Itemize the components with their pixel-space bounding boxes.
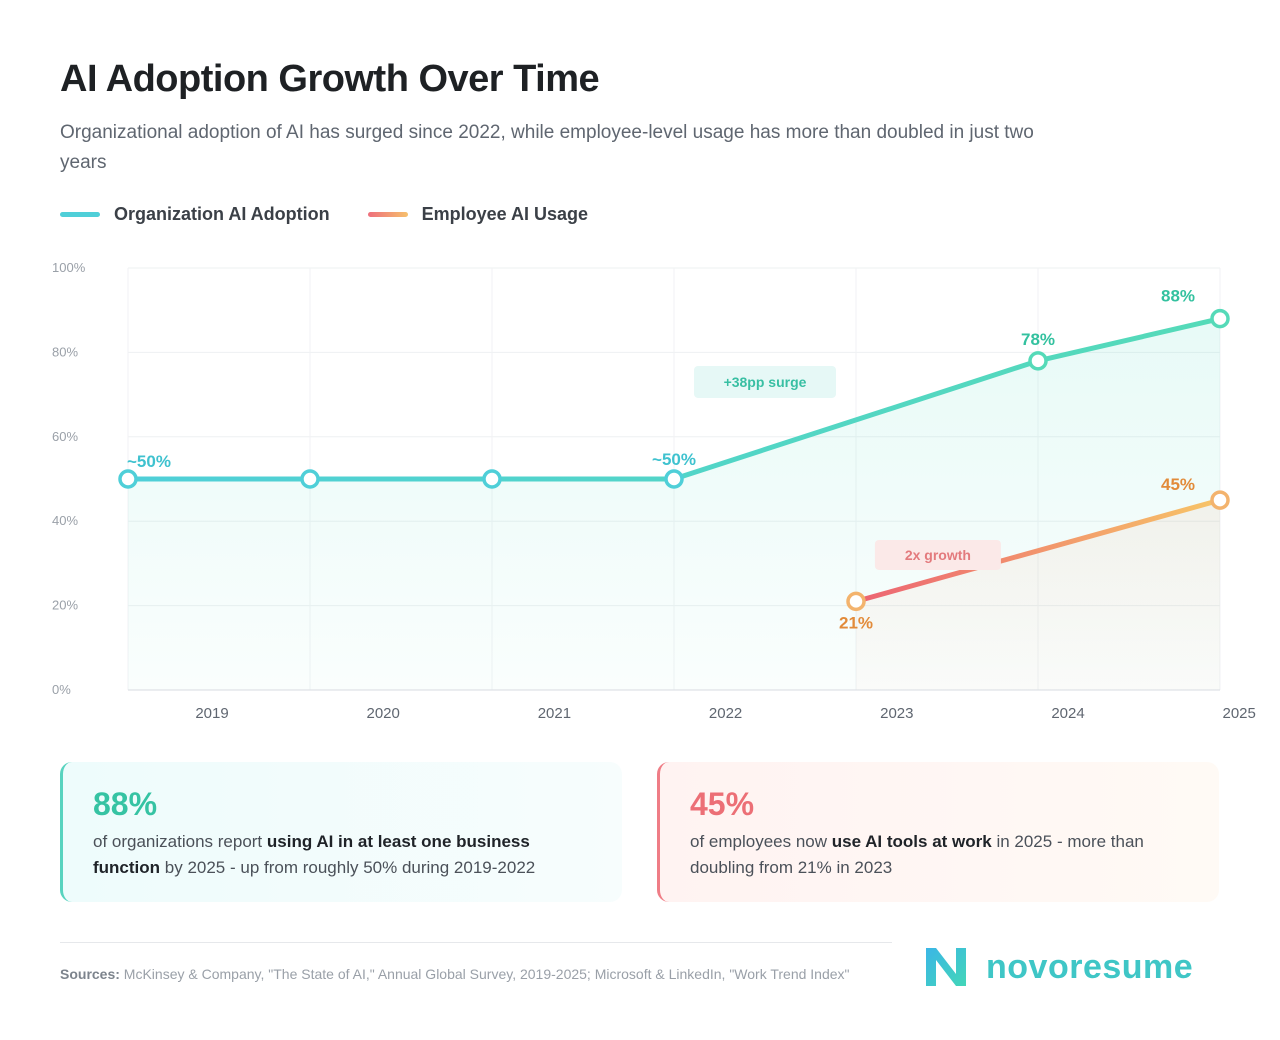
stat-card-emp: 45% of employees now use AI tools at wor… bbox=[657, 762, 1219, 902]
data-point bbox=[1028, 351, 1048, 371]
data-label: 88% bbox=[1161, 287, 1195, 306]
stat-card-emp-value: 45% bbox=[690, 786, 755, 822]
stat-card-org-value: 88% bbox=[93, 786, 158, 822]
data-point bbox=[1210, 490, 1230, 510]
data-label: 78% bbox=[1021, 330, 1055, 349]
y-tick-label: 60% bbox=[52, 429, 78, 444]
data-label: 45% bbox=[1161, 475, 1195, 494]
stat-card-emp-text: of employees now use AI tools at work in… bbox=[690, 832, 1144, 877]
data-point bbox=[300, 469, 320, 489]
legend-label-emp: Employee AI Usage bbox=[421, 204, 589, 224]
chart-axes: 0% 20% 40% 60% 80% 100% 2019 2020 2021 2022 2023 20… bbox=[52, 260, 1256, 722]
x-tick-label: 2020 bbox=[367, 705, 400, 722]
y-tick-label: 40% bbox=[52, 513, 78, 528]
series-line-1 bbox=[853, 497, 1223, 604]
y-tick-label: 80% bbox=[52, 344, 78, 359]
stat-card-org-text: of organizations report using AI in at l… bbox=[93, 832, 536, 877]
x-tick-label: 2021 bbox=[538, 705, 571, 722]
chart-lines bbox=[125, 316, 1223, 604]
annotation-badge bbox=[874, 539, 1001, 570]
chart-title: AI Adoption Growth Over Time bbox=[60, 58, 600, 100]
annotation-label: +38pp surge bbox=[724, 374, 807, 390]
legend-label-org: Organization AI Adoption bbox=[114, 204, 330, 224]
data-point bbox=[118, 469, 138, 489]
legend-item-emp: Employee AI Usage bbox=[367, 204, 589, 225]
sources-note: Sources: McKinsey & Company, "The State … bbox=[60, 966, 850, 982]
data-label: ~50% bbox=[652, 450, 696, 469]
y-tick-label: 0% bbox=[52, 682, 71, 697]
annotation-badge bbox=[694, 365, 836, 398]
legend-item-org: Organization AI Adoption bbox=[60, 204, 330, 225]
x-tick-label: 2024 bbox=[1051, 705, 1084, 722]
series-line-0 bbox=[125, 316, 1223, 482]
x-tick-label: 2022 bbox=[709, 705, 742, 722]
x-tick-label: 2025 bbox=[1223, 705, 1256, 722]
data-label: ~50% bbox=[127, 452, 171, 471]
y-tick-label: 100% bbox=[52, 260, 86, 275]
brand-name: novoresume bbox=[986, 947, 1194, 986]
chart-points bbox=[118, 308, 1230, 612]
data-point bbox=[1210, 308, 1230, 329]
y-tick-label: 20% bbox=[52, 598, 78, 613]
brand: novoresume bbox=[922, 944, 1193, 990]
data-point bbox=[846, 591, 866, 612]
legend: Organization AI Adoption Employee AI Usa… bbox=[60, 204, 626, 225]
chart-annotations: +38pp surge 2x growth bbox=[694, 365, 1001, 570]
legend-swatch-emp bbox=[367, 212, 408, 217]
chart-areas bbox=[128, 318, 1220, 690]
data-point bbox=[664, 469, 684, 489]
x-tick-label: 2019 bbox=[195, 705, 228, 722]
chart-labels: ~50% ~50% 78% 88% 21% 45% bbox=[127, 287, 1195, 633]
data-point bbox=[482, 469, 502, 489]
novoresume-logo-icon bbox=[926, 948, 966, 986]
stat-card-org: 88% of organizations report using AI in … bbox=[60, 762, 622, 902]
data-label: 21% bbox=[839, 613, 873, 632]
footer-divider bbox=[60, 942, 892, 943]
x-tick-label: 2023 bbox=[880, 705, 913, 722]
chart-subtitle: Organizational adoption of AI has surged… bbox=[60, 122, 1034, 173]
line-chart: +38pp surge 2x growth ~50% ~50% 78% 88% 21% 45… bbox=[52, 260, 1256, 722]
legend-swatch-org bbox=[60, 212, 100, 217]
series-area-1 bbox=[856, 500, 1220, 690]
annotation-label: 2x growth bbox=[905, 547, 971, 563]
